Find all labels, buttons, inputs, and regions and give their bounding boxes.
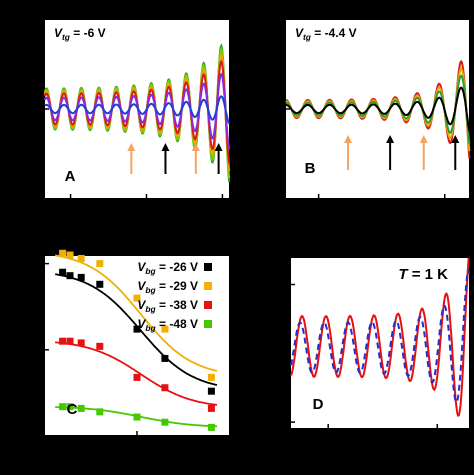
data-point	[207, 404, 215, 412]
series-line	[290, 269, 471, 404]
x-tick-label: 10	[223, 440, 237, 455]
series-line	[290, 257, 470, 417]
data-point	[66, 337, 74, 345]
y-tick-label: 2	[272, 11, 279, 26]
data-point	[161, 384, 169, 392]
x-tick-label: -50	[319, 433, 338, 448]
y-tick-label: 1	[31, 11, 38, 26]
arrow-head	[419, 135, 428, 143]
data-point	[59, 337, 67, 345]
arrow-head	[386, 135, 395, 143]
y-tick-label: 0	[272, 101, 279, 116]
y-tick-label: -1	[26, 191, 38, 206]
x-axis-label: T (K)	[120, 453, 154, 470]
legend-swatch	[204, 320, 212, 328]
x-tick-label: 0	[40, 440, 47, 455]
data-point	[66, 272, 74, 280]
legend-swatch	[204, 263, 212, 271]
arrow-head	[191, 143, 200, 151]
data-point	[66, 251, 74, 259]
data-point	[59, 403, 67, 411]
y-tick-label: 0	[31, 428, 38, 443]
data-point	[77, 404, 85, 412]
data-point	[96, 260, 104, 268]
arrow-head	[161, 143, 170, 151]
series-line	[285, 86, 471, 132]
y-tick-label: 0.5	[266, 277, 284, 292]
arrow-head	[344, 135, 353, 143]
x-tick-label: -50	[61, 203, 80, 218]
panel-d: -50 -30 -0.5 0.5 Vbg (V) ΔR (kΩ) T = 1 K D	[241, 256, 471, 466]
y-axis-label: ΔR (kΩ)	[241, 315, 258, 371]
annotation: Vtg = -4.4 V	[295, 26, 357, 42]
series-line	[44, 95, 231, 125]
data-point	[207, 387, 215, 395]
y-axis-label: ΔR (kΩ)	[1, 81, 18, 137]
annotation: T = 1 K	[398, 266, 448, 283]
panel-label: B	[305, 160, 316, 177]
data-point	[96, 342, 104, 350]
data-point	[161, 354, 169, 362]
panel-label: D	[313, 396, 324, 413]
legend-swatch	[204, 301, 212, 309]
data-point	[77, 254, 85, 262]
panel-label: A	[65, 168, 76, 185]
panel-label: C	[67, 401, 78, 418]
data-point	[161, 325, 169, 333]
y-tick-label: -0.5	[262, 414, 284, 429]
y-axis-label: ΔR (kΩ)	[242, 81, 259, 137]
arrow-head	[127, 143, 136, 151]
data-point	[133, 413, 141, 421]
data-point	[66, 403, 74, 411]
x-axis-label: Vbg (V)	[354, 220, 401, 240]
data-point	[77, 339, 85, 347]
data-point	[59, 268, 67, 276]
arrow-head	[451, 135, 460, 143]
x-tick-label: -30	[428, 433, 447, 448]
arrow-head	[214, 143, 223, 151]
data-point	[133, 373, 141, 381]
y-tick-label: 0.5	[20, 342, 38, 357]
legend-swatch	[204, 282, 212, 290]
plot-area	[284, 18, 471, 200]
legend-label: Vbg = -38 V	[137, 298, 198, 314]
x-axis-label: Vbg (V)	[356, 446, 403, 466]
legend-label: Vbg = -26 V	[137, 260, 198, 276]
panel-c: 0 5 10 0 0.5 1 T (K) ΔR (kΩ) Vbg = -26 V Vbg = -2…	[1, 249, 237, 470]
y-tick-label: -2	[267, 191, 279, 206]
legend-label: Vbg = -29 V	[137, 279, 198, 295]
data-point	[161, 418, 169, 426]
fit-line	[55, 254, 218, 372]
data-point	[207, 423, 215, 431]
x-tick-label: -10	[213, 203, 232, 218]
y-axis-label: ΔR (kΩ)	[1, 318, 18, 374]
x-axis-label: Vbg (V)	[113, 220, 160, 240]
data-point	[133, 325, 141, 333]
data-point	[207, 373, 215, 381]
data-point	[59, 249, 67, 257]
y-tick-label: 0	[31, 101, 38, 116]
x-tick-label: -20	[435, 203, 454, 218]
y-tick-label: 1	[31, 256, 38, 271]
data-point	[96, 408, 104, 416]
data-point	[77, 273, 85, 281]
series-line	[43, 72, 231, 150]
fit-line	[55, 273, 218, 386]
annotation: Vtg = -6 V	[54, 26, 106, 42]
legend-label: Vbg = -48 V	[137, 317, 198, 333]
x-tick-label: -50	[309, 203, 328, 218]
data-point	[133, 294, 141, 302]
data-point	[96, 280, 104, 288]
x-tick-label: 5	[133, 440, 140, 455]
